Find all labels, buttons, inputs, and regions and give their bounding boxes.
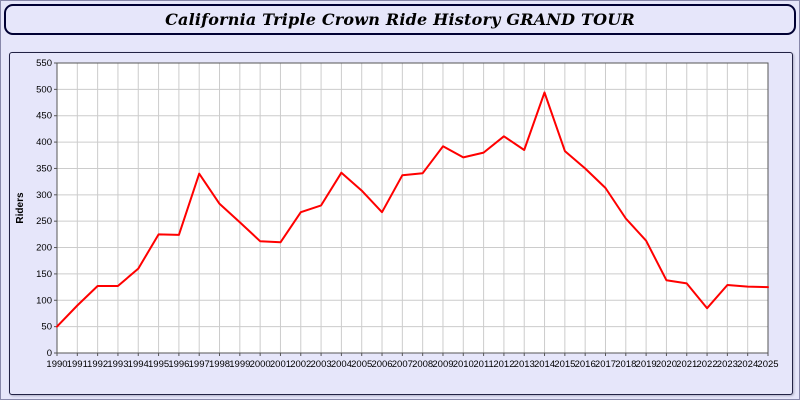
y-tick-label: 550 [36,58,52,69]
plot-border [56,62,769,354]
x-tick-label: 2015 [554,359,575,370]
x-tick-label: 2006 [371,359,392,370]
x-tick-label: 1999 [229,359,250,370]
x-tick-label: 2025 [757,359,778,370]
x-tick-label: 2001 [270,359,291,370]
x-tick-label: 2008 [412,359,433,370]
y-tick-label: 50 [41,322,52,333]
x-tick-label: 2024 [737,359,758,370]
y-tick-label: 250 [36,216,52,227]
x-tick-label: 2023 [717,359,738,370]
x-tick-label: 2012 [493,359,514,370]
x-tick-label: 2013 [514,359,535,370]
x-tick-label: 2021 [676,359,697,370]
x-tick-label: 1991 [67,359,88,370]
plot-area [57,63,768,353]
page-title: California Triple Crown Ride History GRA… [165,10,635,29]
x-tick-label: 1996 [168,359,189,370]
x-tick-label: 2007 [392,359,413,370]
x-tick-label: 2019 [636,359,657,370]
y-tick-label: 350 [36,163,52,174]
x-tick-label: 2018 [615,359,636,370]
y-axis-label: Riders [15,192,26,224]
x-tick-label: 2010 [453,359,474,370]
chart-panel: 0 50 100 150 200 250 300 350 400 450 500 550 1990 199… [9,52,793,395]
x-tick-label: 1998 [209,359,230,370]
riders-series-line [56,91,769,328]
x-tick-label: 2009 [432,359,453,370]
x-tick-label: 2020 [656,359,677,370]
x-tick-label: 1993 [107,359,128,370]
x-tick-label: 1997 [189,359,210,370]
x-tick-label: 1992 [87,359,108,370]
x-tick-label: 1990 [46,359,67,370]
y-tick-label: 150 [36,269,52,280]
x-tick-label: 2014 [534,359,555,370]
x-tick-label: 2016 [575,359,596,370]
y-tick-label: 300 [36,190,52,201]
x-tick-label: 1994 [128,359,149,370]
x-tick-label: 2003 [311,359,332,370]
x-tick-label: 2017 [595,359,616,370]
y-tick-label: 100 [36,295,52,306]
y-tick-label: 500 [36,84,52,95]
x-tick-label: 2022 [696,359,717,370]
y-tick-label: 0 [47,348,52,359]
x-tick-label: 2004 [331,359,352,370]
y-tick-label: 200 [36,243,52,254]
x-tick-label: 2002 [290,359,311,370]
x-tick-label: 2011 [473,359,493,370]
title-bar: California Triple Crown Ride History GRA… [4,4,796,35]
x-tick-label: 1995 [148,359,169,370]
x-tick-label: 2005 [351,359,372,370]
y-tick-label: 400 [36,137,52,148]
x-tick-label: 2000 [250,359,271,370]
y-tick-label: 450 [36,111,52,122]
